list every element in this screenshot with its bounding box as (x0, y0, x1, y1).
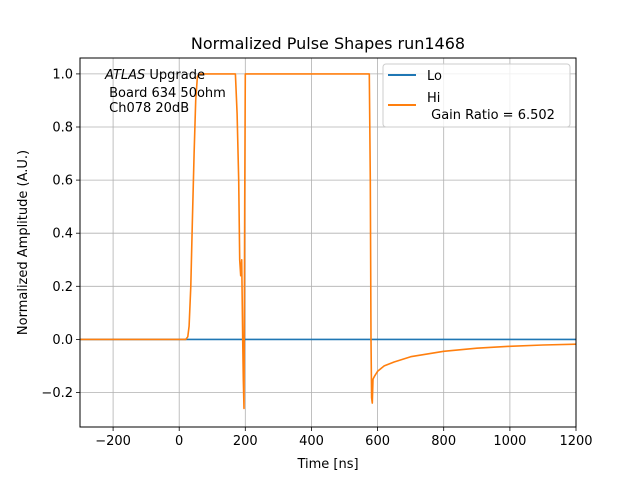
x-tick-label: 200 (233, 434, 258, 449)
legend-label-hi-gain-ratio: Gain Ratio = 6.502 (427, 108, 555, 123)
x-tick-label: 1200 (559, 434, 592, 449)
legend-label-lo: Lo (427, 69, 442, 84)
y-tick-label: 0.0 (52, 333, 73, 348)
annotation-line-3: Ch078 20dB (105, 101, 189, 116)
y-tick-label: 0.8 (52, 121, 73, 136)
x-tick-label: 0 (175, 434, 183, 449)
y-tick-label: −0.2 (41, 386, 73, 401)
y-axis-label: Normalized Amplitude (A.U.) (16, 150, 31, 335)
series-layer (80, 73, 577, 410)
chart-title: Normalized Pulse Shapes run1468 (191, 34, 465, 53)
x-axis-label: Time [ns] (296, 457, 358, 472)
ticks: −200 0 200 400 600 800 1000 1200 −0.2 0.0 0.2 0.4 0.… (41, 67, 592, 449)
legend-box (382, 63, 571, 128)
x-tick-label: 400 (299, 434, 324, 449)
x-tick-label: −200 (95, 434, 131, 449)
series-line-hi (80, 73, 577, 410)
legend-label-hi: Hi (427, 91, 440, 106)
legend: Lo Hi Gain Ratio = 6.502 (382, 63, 571, 128)
annotation-atlas: ATLAS (104, 68, 145, 83)
annotation-text: ATLAS Upgrade Board 634 50ohm Ch078 20dB (104, 68, 226, 116)
x-tick-label: 600 (365, 434, 390, 449)
y-tick-label: 0.4 (52, 227, 73, 242)
x-tick-label: 800 (431, 434, 456, 449)
annotation-line-2: Board 634 50ohm (105, 86, 226, 101)
y-tick-label: 1.0 (52, 67, 73, 82)
plot-frame (79, 57, 577, 428)
annotation-line-1: ATLAS Upgrade (104, 68, 205, 83)
x-tick-label: 1000 (493, 434, 526, 449)
y-tick-label: 0.2 (52, 280, 73, 295)
annotation-upgrade: Upgrade (145, 68, 205, 83)
y-tick-label: 0.6 (52, 174, 73, 189)
